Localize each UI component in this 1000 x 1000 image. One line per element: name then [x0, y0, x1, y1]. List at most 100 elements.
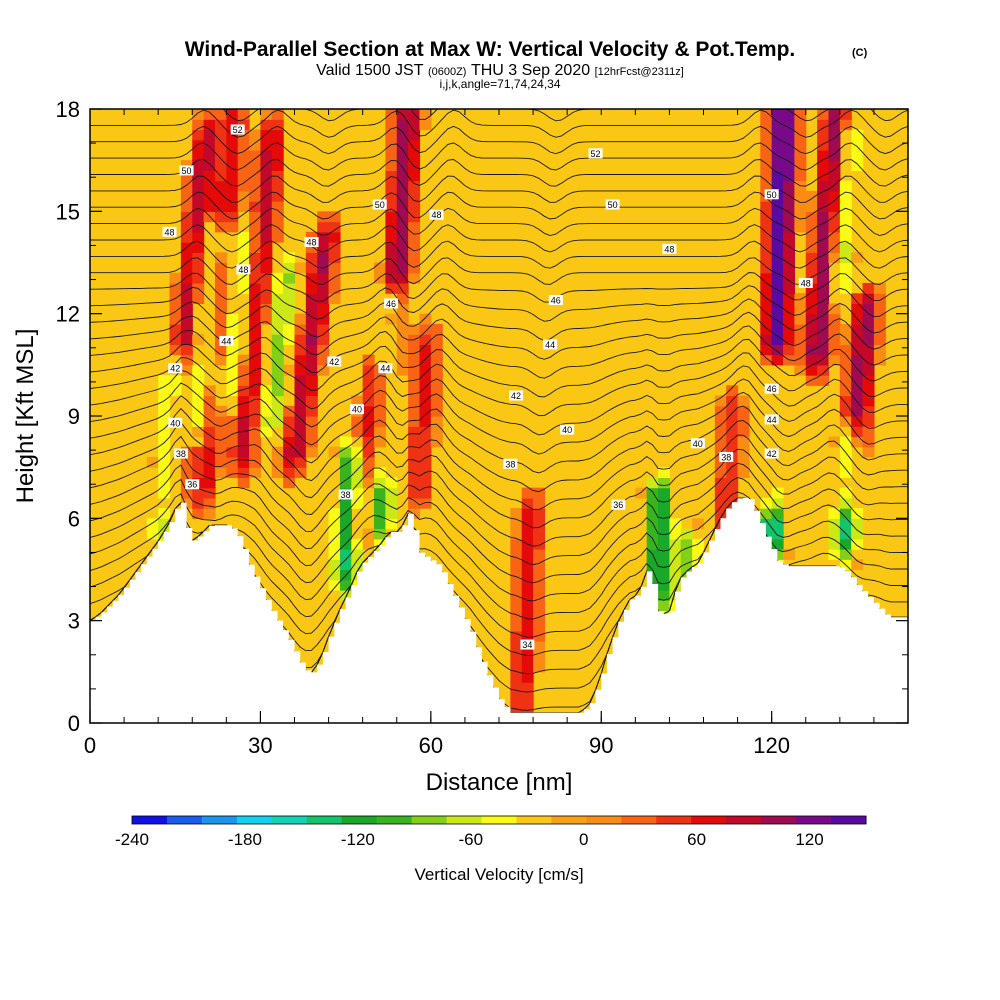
- velocity-cell: [271, 344, 284, 356]
- velocity-cell: [419, 375, 432, 386]
- velocity-cell: [658, 508, 671, 519]
- isentrope-line: [90, 298, 908, 341]
- velocity-cell: [214, 211, 227, 223]
- velocity-cell: [783, 160, 795, 171]
- velocity-cell: [851, 344, 864, 356]
- contour-label-text: 48: [238, 265, 248, 275]
- velocity-cell: [260, 180, 273, 192]
- velocity-cell: [214, 446, 227, 458]
- velocity-cell: [169, 282, 182, 294]
- velocity-cell: [726, 405, 739, 417]
- velocity-cell: [226, 385, 239, 397]
- velocity-cell: [169, 313, 182, 325]
- velocity-cell: [533, 497, 546, 509]
- velocity-cell: [249, 426, 262, 438]
- velocity-cell: [862, 282, 875, 294]
- velocity-cell: [658, 600, 671, 612]
- velocity-cell: [328, 282, 341, 294]
- velocity-cell: [851, 139, 864, 151]
- velocity-cell: [521, 528, 534, 540]
- velocity-cell: [192, 139, 205, 151]
- colorbar-title: Vertical Velocity [cm/s]: [414, 865, 583, 884]
- contour-label-text: 38: [341, 490, 351, 500]
- y-tick-label: 15: [56, 199, 80, 224]
- velocity-cell: [192, 364, 205, 376]
- velocity-cell: [760, 149, 773, 161]
- velocity-cell: [760, 221, 773, 233]
- isentrope-line: [90, 405, 908, 493]
- contour-label-bg: [230, 124, 245, 135]
- contour-label-text: 38: [176, 449, 186, 459]
- velocity-cell: [533, 610, 546, 622]
- velocity-cell: [396, 364, 409, 376]
- velocity-cell: [237, 416, 250, 427]
- colorbar-swatch: [236, 816, 273, 824]
- velocity-cell: [249, 170, 262, 182]
- velocity-cell: [192, 221, 205, 233]
- velocity-cell: [237, 446, 250, 458]
- contour-label-bg: [560, 424, 575, 435]
- velocity-cell: [430, 405, 443, 417]
- velocity-cell: [396, 139, 409, 151]
- contour-label-text: 52: [233, 125, 243, 135]
- velocity-cell: [396, 323, 409, 335]
- velocity-cell: [828, 313, 841, 325]
- velocity-cell: [214, 293, 227, 305]
- velocity-cell: [374, 375, 386, 386]
- velocity-cell: [294, 364, 307, 376]
- velocity-cell: [794, 221, 807, 233]
- velocity-cell: [283, 272, 296, 284]
- velocity-cell: [714, 456, 727, 468]
- velocity-cell: [249, 149, 262, 161]
- velocity-cell: [294, 416, 307, 427]
- velocity-cell: [396, 334, 409, 345]
- contour-label: 46: [764, 383, 779, 394]
- velocity-cell: [260, 201, 273, 212]
- velocity-cell: [180, 497, 193, 509]
- contour-label: 50: [179, 165, 194, 176]
- velocity-cell: [158, 467, 171, 478]
- velocity-cell: [317, 221, 330, 233]
- velocity-cell: [794, 119, 807, 131]
- isentrope-line: [90, 325, 908, 379]
- velocity-cell: [362, 528, 375, 540]
- velocity-cell: [817, 211, 830, 223]
- contour-label-text: 38: [721, 452, 731, 462]
- velocity-cell: [260, 293, 273, 305]
- velocity-cell: [817, 180, 830, 192]
- velocity-cell: [533, 559, 546, 571]
- velocity-cell: [408, 201, 421, 212]
- velocity-cell: [408, 119, 421, 131]
- velocity-cell: [646, 559, 659, 571]
- velocity-cell: [237, 242, 250, 253]
- contour-label: 40: [168, 417, 183, 428]
- velocity-cell: [408, 446, 421, 458]
- velocity-cell: [408, 262, 421, 274]
- velocity-cell: [817, 242, 830, 253]
- velocity-cell: [271, 211, 284, 223]
- velocity-cell: [839, 456, 852, 468]
- contour-label: 50: [372, 199, 387, 210]
- velocity-cell: [714, 436, 727, 448]
- velocity-cell: [839, 119, 852, 131]
- velocity-cell: [351, 416, 364, 427]
- velocity-cell: [521, 692, 534, 704]
- velocity-cell: [305, 252, 318, 264]
- velocity-cell: [794, 201, 807, 212]
- velocity-cell: [362, 436, 375, 448]
- velocity-cell: [408, 231, 421, 243]
- velocity-cell: [180, 272, 193, 284]
- velocity-cell: [283, 416, 296, 427]
- velocity-cell: [385, 109, 398, 120]
- velocity-cell: [419, 487, 432, 499]
- velocity-cell: [817, 190, 830, 202]
- velocity-cell: [158, 446, 171, 458]
- isentrope-line: [90, 434, 908, 529]
- colorbar-swatch: [341, 816, 378, 824]
- velocity-cell: [828, 149, 841, 161]
- contour-label-bg: [168, 417, 183, 428]
- velocity-cell: [226, 201, 239, 212]
- contour-label-text: 38: [505, 459, 515, 469]
- velocity-cell: [169, 375, 182, 386]
- velocity-cell: [249, 467, 262, 478]
